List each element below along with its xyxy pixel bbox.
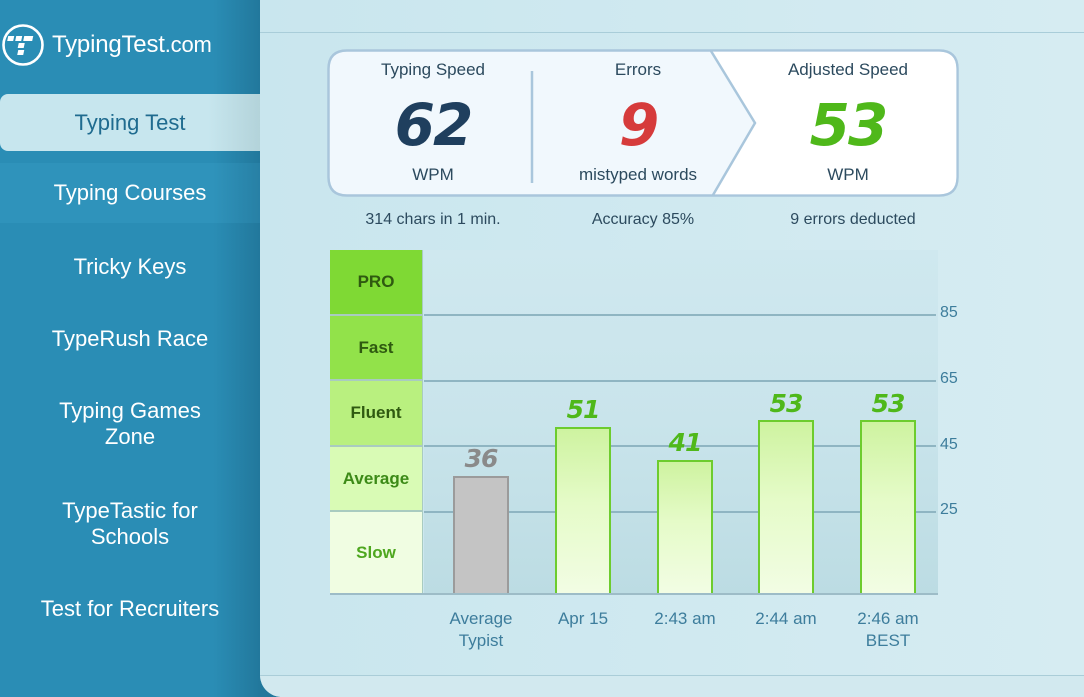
level-fast: Fast xyxy=(330,316,423,381)
y-tick-25: 25 xyxy=(940,501,958,518)
adjusted-speed-value: 53 xyxy=(809,91,889,159)
sidebar-item-label: TypeTastic for Schools xyxy=(62,498,198,549)
x-label-2-44-am: 2:44 am xyxy=(755,609,817,628)
x-label-2-43-am: 2:43 am xyxy=(654,609,716,628)
brand-name: TypingTest.com xyxy=(52,31,212,58)
bar-value-2-46-am: 53 xyxy=(871,389,906,418)
accuracy-note: Accuracy 85% xyxy=(591,211,695,228)
bar-value-average-typist: 36 xyxy=(464,444,499,473)
x-label-average-typist: Average Typist xyxy=(449,609,513,650)
sidebar-item-label: Test for Recruiters xyxy=(40,596,220,621)
sidebar-item-label: Typing Courses xyxy=(53,180,207,205)
gridline-65 xyxy=(424,380,936,382)
sidebar-item-typerush-race[interactable]: TypeRush Race xyxy=(0,310,260,368)
footer-divider xyxy=(260,675,1084,697)
sidebar: TypingTest.com Typing Test Typing Course… xyxy=(0,0,260,697)
results-card: Typing Speed 62 WPM Errors 9 mistyped wo… xyxy=(327,49,959,197)
divider xyxy=(260,32,1084,33)
sidebar-item-label: Typing Test xyxy=(74,109,186,135)
y-tick-85: 85 xyxy=(940,304,958,321)
errors-label: Errors xyxy=(614,60,662,79)
adjusted-speed-label: Adjusted Speed xyxy=(787,60,909,79)
level-average: Average xyxy=(330,447,423,512)
x-label-apr-15: Apr 15 xyxy=(557,609,609,628)
gridline-85 xyxy=(424,314,936,316)
sidebar-item-label: Typing Games Zone xyxy=(59,398,201,449)
sidebar-item-label: TypeRush Race xyxy=(51,326,209,351)
level-slow: Slow xyxy=(330,512,423,593)
brand-logo[interactable]: TypingTest.com xyxy=(0,22,260,68)
bar-value-2-44-am: 53 xyxy=(769,389,804,418)
typing-speed-label: Typing Speed xyxy=(381,60,485,79)
adjusted-speed-unit: WPM xyxy=(827,165,869,184)
errors-stat: Errors 9 mistyped words xyxy=(539,49,737,197)
sidebar-item-typing-test[interactable]: Typing Test xyxy=(0,94,260,151)
typing-speed-stat: Typing Speed 62 WPM xyxy=(327,49,539,197)
errors-unit: mistyped words xyxy=(578,165,698,184)
typing-speed-unit: WPM xyxy=(412,165,454,184)
sidebar-item-test-for-recruiters[interactable]: Test for Recruiters xyxy=(0,592,260,626)
bar-2-44-am[interactable] xyxy=(758,420,814,594)
sidebar-item-label: Tricky Keys xyxy=(73,254,187,279)
errors-value: 9 xyxy=(618,91,659,159)
bar-2-46-am-best[interactable] xyxy=(860,420,916,594)
bar-value-apr-15: 51 xyxy=(566,395,601,424)
sidebar-item-typing-games-zone[interactable]: Typing Games Zone xyxy=(0,394,260,454)
level-pro: PRO xyxy=(330,250,423,316)
x-axis-line xyxy=(330,593,938,595)
errors-deducted-note: 9 errors deducted xyxy=(790,211,916,228)
bar-value-2-43-am: 41 xyxy=(668,428,703,457)
bar-apr-15[interactable] xyxy=(555,427,611,594)
bar-average-typist[interactable] xyxy=(453,476,509,594)
sidebar-item-typetastic-for-schools[interactable]: TypeTastic for Schools xyxy=(0,494,260,554)
adjusted-speed-stat: Adjusted Speed 53 WPM xyxy=(745,49,951,197)
typing-speed-value: 62 xyxy=(394,91,474,159)
bar-2-43-am[interactable] xyxy=(657,460,713,594)
sidebar-item-tricky-keys[interactable]: Tricky Keys xyxy=(0,238,260,296)
y-tick-45: 45 xyxy=(940,436,958,453)
chars-per-minute-note: 314 chars in 1 min. xyxy=(365,211,501,228)
y-tick-65: 65 xyxy=(940,370,958,387)
results-card-background xyxy=(327,49,959,197)
gridline-45 xyxy=(424,445,936,447)
x-label-2-46-am-best: 2:46 am BEST xyxy=(857,609,919,650)
typingtest-logo-icon xyxy=(2,24,44,66)
sidebar-item-typing-courses[interactable]: Typing Courses xyxy=(0,163,260,223)
level-fluent: Fluent xyxy=(330,381,423,447)
